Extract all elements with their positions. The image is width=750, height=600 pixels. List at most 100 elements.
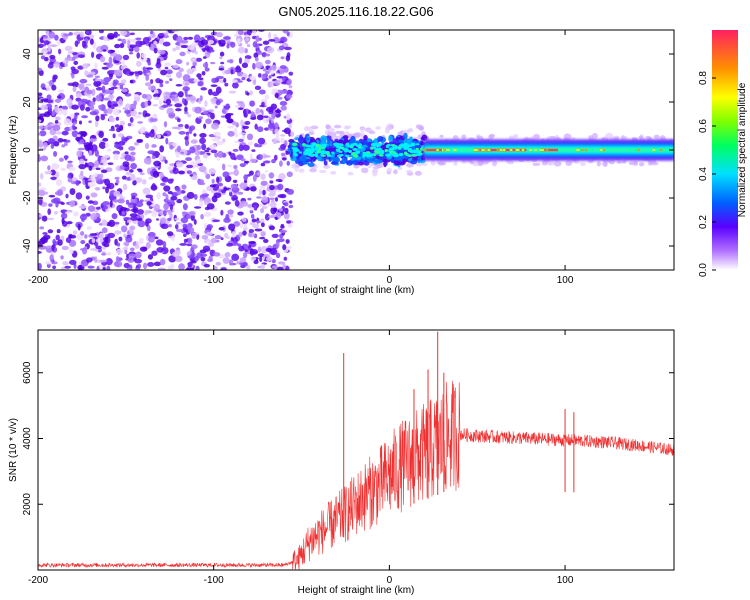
noise-cell — [108, 128, 116, 132]
tone-peak-dot — [584, 149, 588, 151]
noise-cell — [68, 166, 76, 172]
noise-cell — [228, 223, 236, 231]
noise-cell — [193, 206, 202, 209]
noise-cell — [86, 143, 93, 151]
noise-cell — [89, 38, 94, 45]
noise-cell — [248, 170, 254, 176]
noise-cell — [244, 160, 250, 164]
noise-cell — [105, 258, 113, 266]
noise-cell — [86, 226, 92, 231]
noise-cell — [111, 213, 118, 220]
noise-cell — [276, 212, 282, 219]
halo-cell — [333, 124, 342, 129]
noise-cell — [122, 54, 130, 61]
noise-cell — [124, 249, 128, 255]
signal-peak — [351, 152, 355, 156]
noise-cell — [260, 208, 265, 214]
noise-cell — [155, 62, 162, 69]
noise-cell — [106, 265, 111, 270]
noise-cell — [241, 62, 249, 69]
noise-cell — [256, 196, 262, 199]
noise-cell — [265, 256, 273, 262]
signal-peak — [385, 153, 392, 157]
noise-cell — [153, 160, 162, 167]
noise-cell — [285, 113, 291, 121]
noise-cell — [89, 233, 98, 236]
noise-cell — [133, 94, 139, 98]
noise-cell — [211, 91, 220, 97]
noise-cell — [204, 149, 210, 153]
noise-cell — [80, 239, 86, 245]
noise-cell — [38, 198, 43, 206]
noise-cell — [282, 30, 289, 34]
noise-cell — [280, 134, 286, 137]
noise-cell — [271, 233, 279, 238]
noise-cell — [288, 85, 293, 89]
noise-cell — [102, 49, 107, 52]
noise-cell — [56, 228, 61, 234]
noise-cell — [244, 34, 250, 38]
noise-cell — [186, 164, 194, 169]
noise-cell — [101, 85, 106, 92]
noise-cell — [163, 210, 167, 217]
noise-cell — [216, 158, 221, 161]
noise-cell — [39, 130, 47, 137]
noise-cell — [243, 174, 248, 181]
noise-cell — [231, 79, 238, 83]
noise-cell — [119, 156, 125, 160]
noise-cell — [68, 32, 73, 36]
tone-peak-dot — [475, 149, 479, 151]
noise-cell — [121, 210, 125, 215]
noise-cell — [238, 144, 244, 152]
noise-cell — [85, 106, 91, 112]
noise-cell — [125, 103, 131, 109]
noise-cell — [207, 258, 213, 262]
noise-cell — [106, 251, 112, 256]
noise-cell — [267, 122, 276, 129]
noise-cell — [81, 41, 87, 48]
noise-cell — [230, 183, 238, 190]
tone-peak — [426, 148, 443, 152]
noise-cell — [238, 57, 243, 64]
noise-cell — [204, 100, 208, 108]
tone-peak-dot — [545, 149, 549, 151]
noise-cell — [132, 180, 137, 186]
noise-cell — [200, 87, 207, 91]
noise-cell — [167, 217, 172, 222]
noise-cell — [61, 144, 66, 148]
noise-cell — [79, 31, 85, 38]
noise-cell — [69, 113, 75, 119]
tone-peak-dot — [436, 149, 440, 151]
noise-cell — [38, 92, 43, 97]
noise-cell — [130, 151, 136, 156]
noise-cell — [180, 39, 189, 44]
noise-cell — [174, 103, 183, 108]
noise-cell — [150, 79, 154, 84]
noise-cell — [283, 256, 288, 261]
signal-peak — [303, 151, 308, 155]
noise-cell — [271, 265, 278, 269]
noise-cell — [82, 131, 87, 137]
halo-cell — [393, 169, 398, 175]
noise-cell — [211, 138, 220, 142]
noise-cell — [64, 211, 72, 214]
noise-cell — [252, 41, 258, 48]
noise-cell — [183, 36, 189, 41]
noise-cell — [257, 154, 263, 161]
noise-cell — [264, 213, 270, 221]
noise-cell — [185, 96, 190, 101]
signal-peak — [405, 145, 410, 149]
noise-cell — [240, 200, 248, 207]
noise-cell — [146, 201, 152, 206]
noise-cell — [260, 222, 265, 228]
noise-cell — [65, 139, 71, 143]
tone-peak-dot — [502, 149, 506, 151]
noise-cell — [158, 79, 164, 84]
signal-peak — [415, 143, 420, 146]
noise-cell — [153, 93, 161, 98]
noise-cell — [237, 46, 246, 54]
signal-peak — [385, 144, 390, 149]
noise-cell — [181, 184, 187, 190]
noise-cell — [122, 183, 128, 191]
spectrogram-x-axis-label: Height of straight line (km) — [298, 285, 415, 296]
